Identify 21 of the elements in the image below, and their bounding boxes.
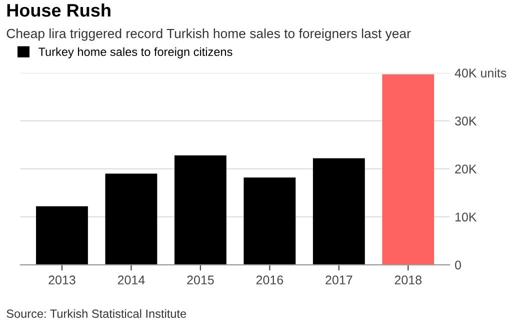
x-tick-label: 2017 (326, 276, 352, 284)
y-tick-label: 0 (455, 260, 462, 270)
bar (382, 74, 434, 265)
legend-label: Turkey home sales to foreign citizens (38, 47, 232, 58)
x-tick-label: 2013 (48, 276, 76, 284)
chart-subtitle: Cheap lira triggered record Turkish home sales to foreigners last year (6, 28, 411, 41)
bar (36, 206, 88, 265)
bar (105, 174, 158, 265)
y-tick-label: 10K (455, 212, 477, 222)
bar (312, 158, 365, 265)
x-tick-label: 2016 (256, 276, 284, 284)
x-tick-label: 2018 (394, 276, 422, 284)
chart-title: House Rush (7, 3, 110, 17)
x-tick-label: 2015 (187, 276, 214, 284)
source-note: Source: Turkish Statistical Institute (6, 309, 186, 318)
y-tick-label: 40K units (454, 68, 506, 78)
y-tick-label: 20K (455, 164, 477, 174)
y-tick-label: 30K (455, 116, 477, 126)
bar (174, 155, 226, 265)
x-tick-label: 2014 (118, 276, 145, 284)
bar (244, 177, 296, 265)
